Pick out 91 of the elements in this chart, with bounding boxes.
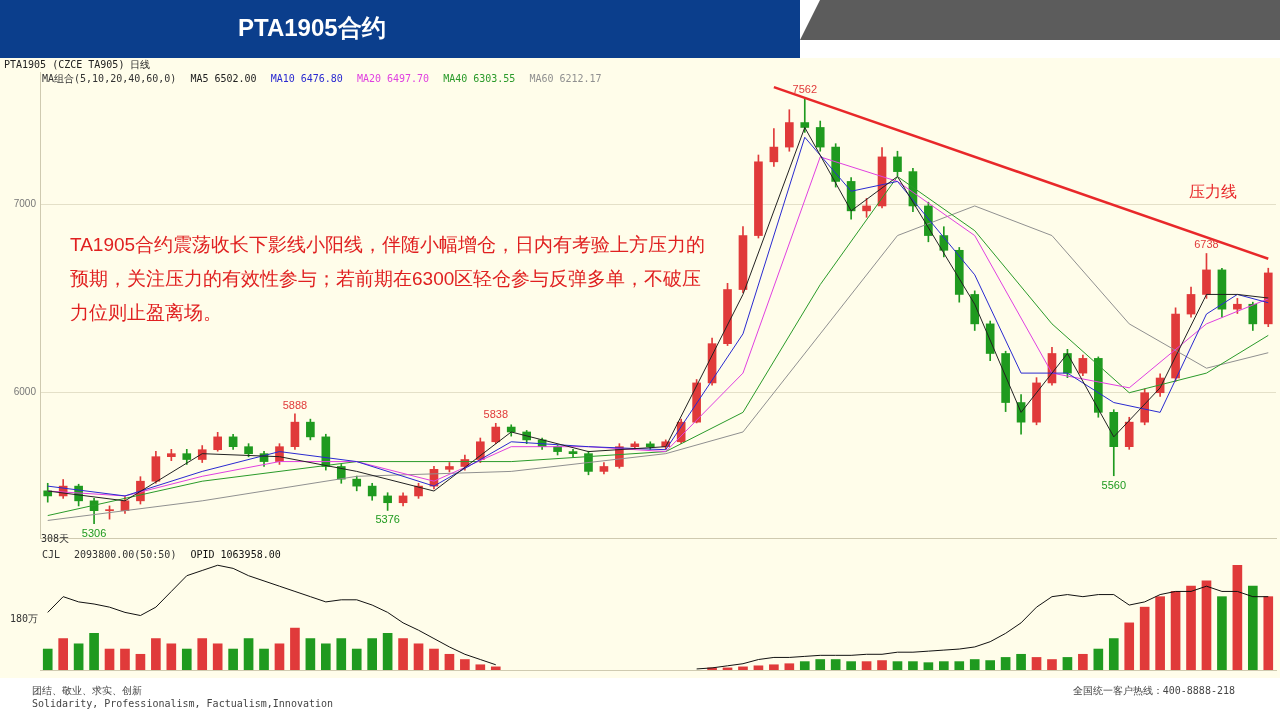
bar <box>1186 585 1196 670</box>
bar <box>861 661 872 670</box>
annotation: 5888 <box>282 398 308 411</box>
bar <box>197 638 208 670</box>
text: MA60 6212.17 <box>529 73 602 84</box>
bar <box>939 661 949 670</box>
bar <box>305 638 316 670</box>
bar <box>969 659 980 670</box>
bar <box>444 653 455 670</box>
bar <box>1093 648 1104 670</box>
annotation: 5306 <box>81 526 107 539</box>
bar <box>1170 591 1181 670</box>
legend-title: CJL <box>42 549 61 560</box>
bar <box>413 643 424 670</box>
bar <box>1124 622 1135 670</box>
bar <box>166 643 177 670</box>
bar <box>274 643 285 670</box>
chart-title: PTA1905合约 <box>238 13 386 43</box>
text: Solidarity, Professionalism, Factualism,Innovation <box>32 698 334 709</box>
candlestick <box>800 97 810 133</box>
bar <box>181 648 192 670</box>
annotation: 5838 <box>483 408 509 421</box>
text: 全国统一客户热线：400-8888-218 <box>1072 684 1235 698</box>
bar <box>877 660 887 670</box>
bar <box>1031 657 1042 670</box>
bar <box>259 648 269 670</box>
annotation: 5560 <box>1101 478 1127 491</box>
bar <box>815 659 826 670</box>
bar <box>954 661 965 670</box>
y-tick-label: 7000 <box>13 197 37 209</box>
bar <box>1201 580 1212 670</box>
text: 180万 <box>10 612 39 626</box>
bar <box>290 627 300 670</box>
bar <box>321 643 331 670</box>
bar <box>1062 657 1073 670</box>
bar <box>228 648 238 670</box>
bar <box>398 638 408 670</box>
legend-title: MA组合(5,10,20,40,60,0) <box>42 73 177 84</box>
bar <box>799 661 810 670</box>
bar <box>367 638 378 670</box>
bar <box>58 638 69 670</box>
bar <box>42 648 53 670</box>
bar <box>1047 659 1057 670</box>
bar <box>923 662 934 670</box>
bar <box>151 638 161 670</box>
annotation: 6738 <box>1194 238 1219 251</box>
chart-subtitle: PTA1905 (CZCE TA905) 日线 <box>4 58 151 72</box>
bar <box>1247 585 1258 670</box>
series-label: 压力线 <box>1189 181 1238 201</box>
bar <box>1016 653 1026 670</box>
bar <box>753 665 764 670</box>
bar <box>243 638 254 670</box>
text: MA10 6476.80 <box>270 73 343 84</box>
bar <box>135 653 146 670</box>
bar <box>212 643 223 670</box>
bar <box>1217 596 1227 670</box>
series-label: OPID 1063958.00 <box>190 549 281 560</box>
bar <box>1139 606 1150 670</box>
y-tick-label: 6000 <box>13 386 37 398</box>
bar <box>429 648 439 670</box>
bar <box>1078 653 1088 670</box>
bar <box>892 661 903 670</box>
bar <box>830 659 841 670</box>
annotation: 5376 <box>375 513 400 526</box>
bar <box>460 659 470 670</box>
bar <box>73 643 84 670</box>
bar <box>908 661 918 670</box>
text: 2093800.00(50:50) <box>74 549 177 560</box>
bar <box>1263 596 1274 670</box>
text: MA5 6502.00 <box>190 73 257 84</box>
bar <box>382 633 393 670</box>
bar <box>1155 596 1165 670</box>
bar <box>1108 638 1119 670</box>
annotation: 308天 <box>41 532 70 546</box>
annotation: 7562 <box>792 83 818 96</box>
bar <box>104 648 115 670</box>
bar <box>89 633 99 670</box>
bar <box>120 648 130 670</box>
bar <box>336 638 347 670</box>
bar <box>846 661 856 670</box>
bar <box>985 660 996 670</box>
text: 团结、敬业、求实、创新 <box>32 684 142 698</box>
bar <box>475 664 486 670</box>
annotation: TA1905合约震荡收长下影线小阳线，伴随小幅增仓，日内有考验上方压力的预期，关注压力的有效性参与；若前期在6300区轻仓参与反弹多单，不破压力位则止盈离场。 <box>70 233 707 325</box>
bar <box>351 648 362 670</box>
text: MA40 6303.55 <box>443 73 516 84</box>
bar <box>1232 564 1243 670</box>
bar <box>784 663 795 670</box>
bar <box>769 664 779 670</box>
bar <box>1000 657 1011 670</box>
text: MA20 6497.70 <box>356 73 430 84</box>
